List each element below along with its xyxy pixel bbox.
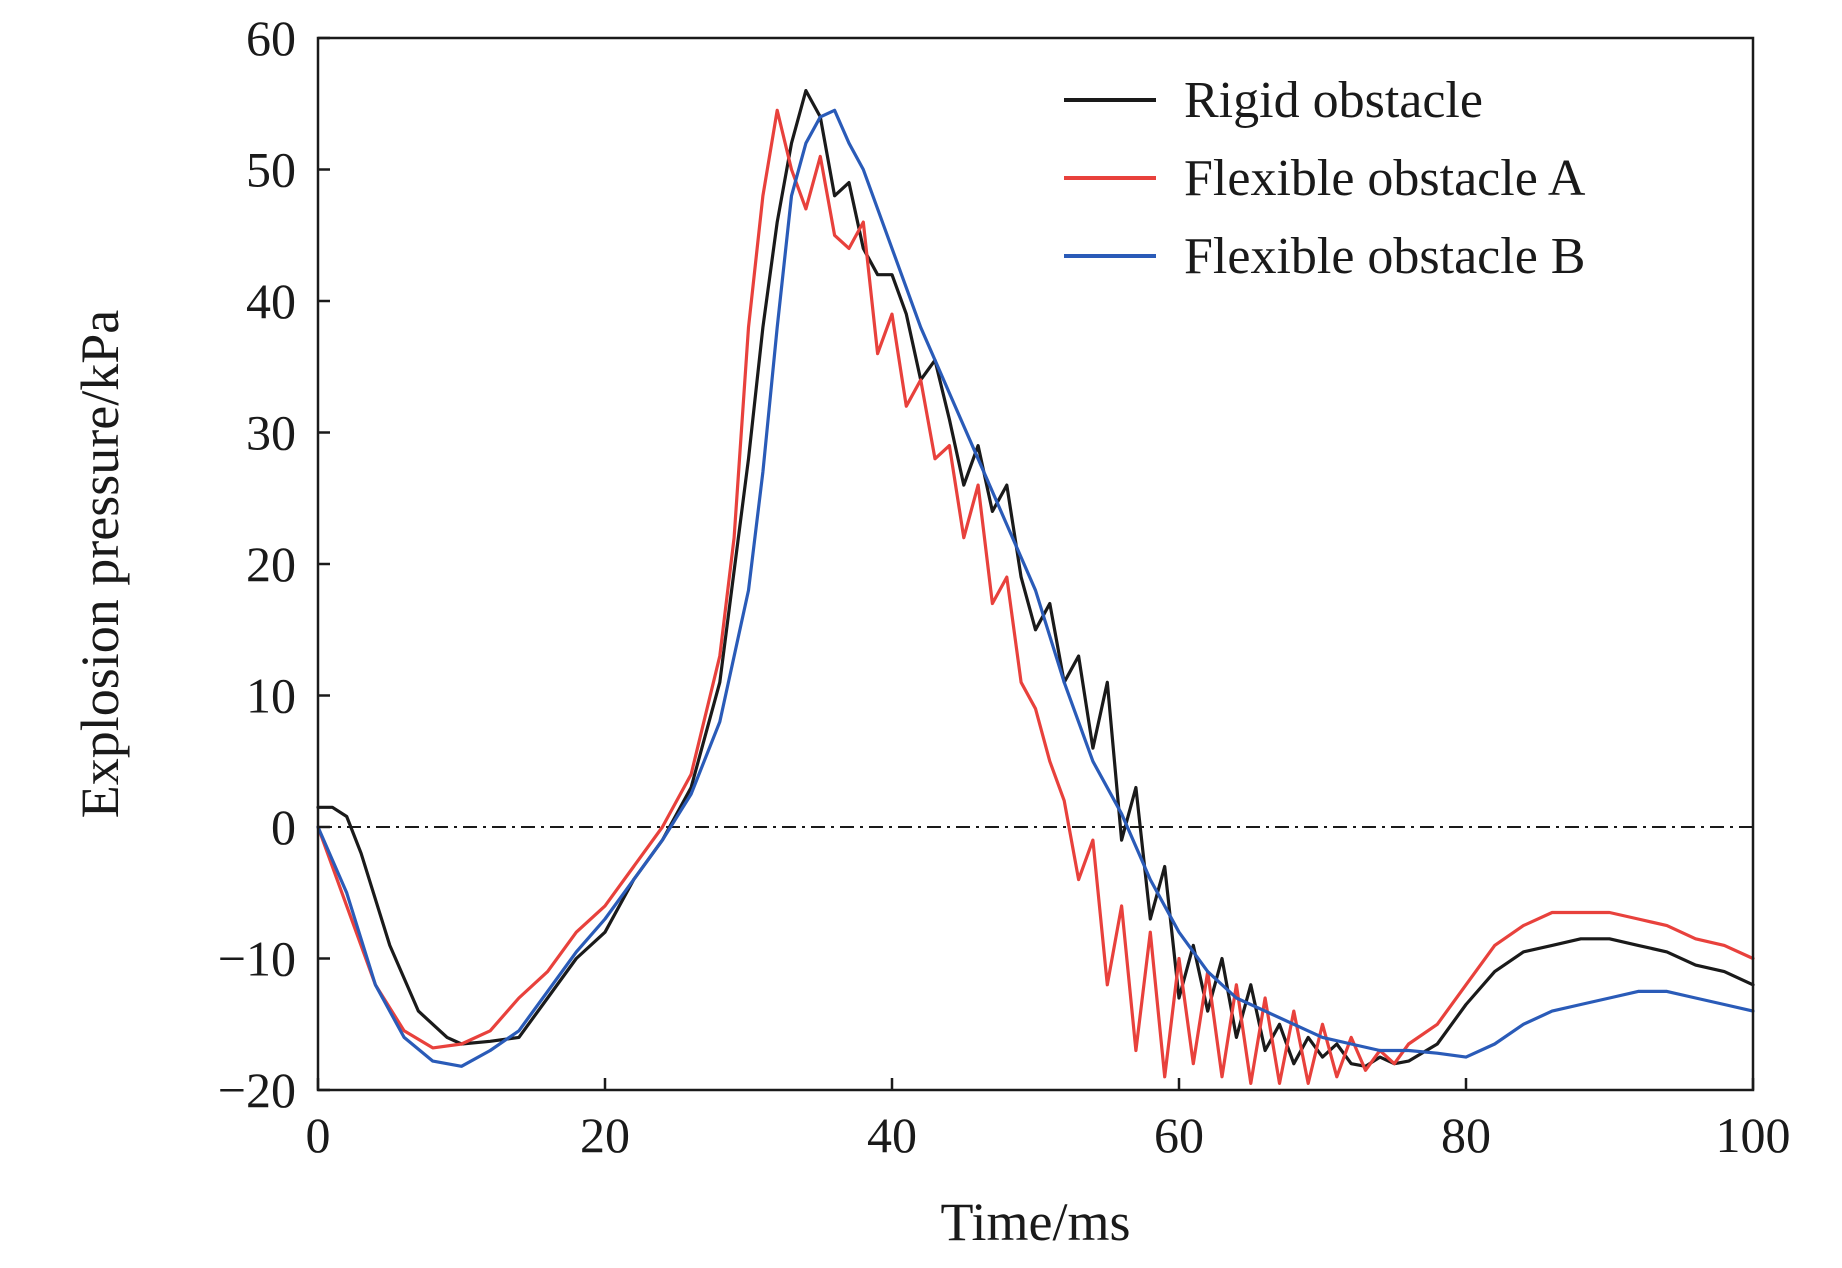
x-tick-label: 60 bbox=[1154, 1107, 1204, 1163]
legend-label: Flexible obstacle A bbox=[1184, 150, 1586, 207]
y-tick-label: 50 bbox=[246, 142, 296, 198]
y-tick-label: −10 bbox=[218, 931, 296, 987]
series-line-3 bbox=[316, 108, 1755, 1068]
x-tick-label: 40 bbox=[867, 1107, 917, 1163]
y-tick-label: 30 bbox=[246, 405, 296, 461]
series-layer bbox=[316, 89, 1755, 1085]
legend-label: Rigid obstacle bbox=[1184, 72, 1483, 129]
y-tick-label: 40 bbox=[246, 273, 296, 329]
y-tick-label: 0 bbox=[271, 799, 296, 855]
x-tick-label: 0 bbox=[306, 1107, 331, 1163]
y-tick-label: −20 bbox=[218, 1062, 296, 1118]
y-tick-label: 20 bbox=[246, 536, 296, 592]
tick-layer: 0 20 40 60 80 100 −20 −10 0 10 20 30 40 50 60 bbox=[218, 10, 1791, 1163]
y-axis-title: Explosion pressure/kPa bbox=[70, 310, 130, 818]
legend: Rigid obstacle Flexible obstacle A Flexibl… bbox=[1064, 72, 1586, 285]
x-tick-label: 100 bbox=[1716, 1107, 1791, 1163]
y-tick-label: 60 bbox=[246, 10, 296, 66]
x-tick-label: 80 bbox=[1441, 1107, 1491, 1163]
legend-label: Flexible obstacle B bbox=[1184, 228, 1585, 285]
x-axis-title: Time/ms bbox=[940, 1192, 1130, 1252]
y-tick-label: 10 bbox=[246, 668, 296, 724]
x-tick-label: 20 bbox=[580, 1107, 630, 1163]
